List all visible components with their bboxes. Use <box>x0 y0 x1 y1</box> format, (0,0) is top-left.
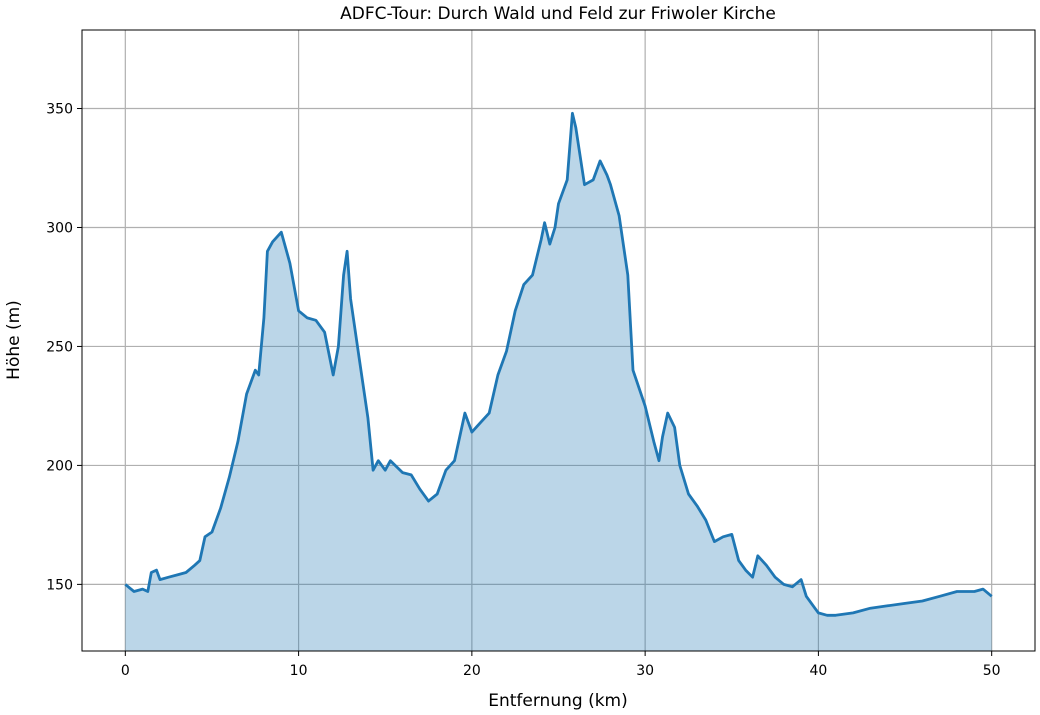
y-axis-label: Höhe (m) <box>4 300 24 380</box>
y-tick-label: 250 <box>46 339 73 355</box>
x-tick-label: 0 <box>121 663 130 679</box>
y-tick-label: 350 <box>46 102 73 118</box>
y-tick-label: 300 <box>46 220 73 236</box>
line <box>124 111 993 617</box>
chart-title: ADFC-Tour: Durch Wald und Feld zur Friwo… <box>340 4 776 24</box>
x-tick-label: 30 <box>636 663 654 679</box>
x-axis-label: Entfernung (km) <box>488 691 628 711</box>
area-fill <box>125 113 992 652</box>
x-tick-label: 20 <box>463 663 481 679</box>
y-tick-label: 200 <box>46 458 73 474</box>
plot-frame <box>81 29 1036 652</box>
x-tick-label: 10 <box>290 663 308 679</box>
x-tick-label: 40 <box>809 663 827 679</box>
y-tick-label: 150 <box>46 577 73 593</box>
x-tick-label: 50 <box>983 663 1001 679</box>
